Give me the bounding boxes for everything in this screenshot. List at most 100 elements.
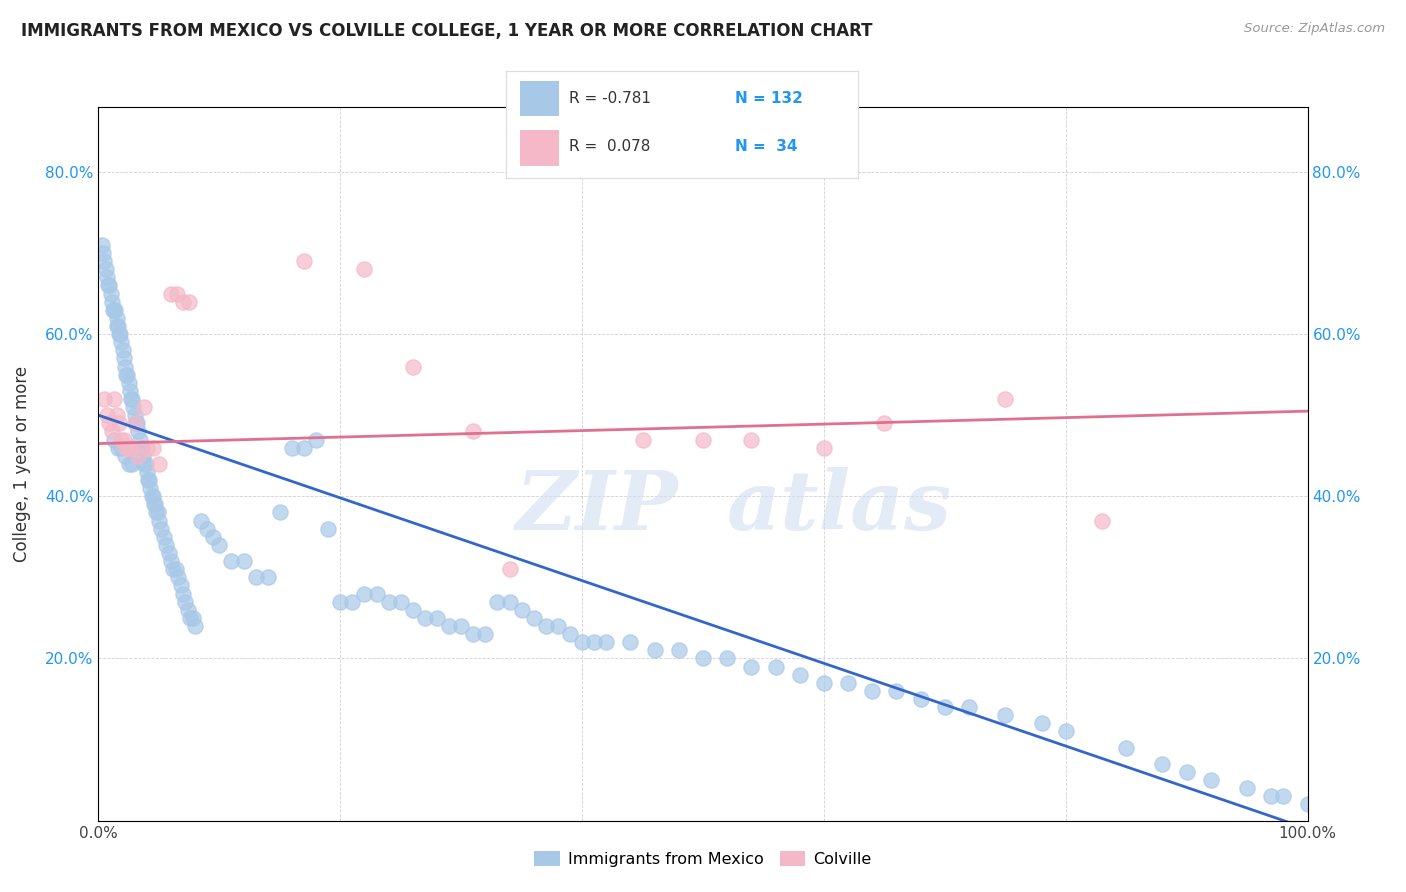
Point: [837, 675, 859, 690]
Point: [1031, 716, 1053, 731]
Point: [124, 408, 146, 422]
Point: [115, 368, 138, 382]
Point: [292, 441, 315, 455]
Point: [129, 441, 152, 455]
Text: ZIP: ZIP: [516, 467, 679, 547]
Point: [136, 473, 159, 487]
Text: R = -0.781: R = -0.781: [569, 91, 651, 106]
Point: [1091, 514, 1114, 528]
Text: Source: ZipAtlas.com: Source: ZipAtlas.com: [1244, 22, 1385, 36]
Point: [190, 514, 212, 528]
Point: [111, 343, 134, 358]
Point: [134, 457, 156, 471]
Point: [510, 603, 533, 617]
Point: [523, 611, 546, 625]
Point: [292, 254, 315, 268]
Point: [221, 554, 243, 568]
Point: [101, 302, 124, 317]
Point: [547, 619, 569, 633]
Point: [644, 643, 666, 657]
Text: IMMIGRANTS FROM MEXICO VS COLVILLE COLLEGE, 1 YEAR OR MORE CORRELATION CHART: IMMIGRANTS FROM MEXICO VS COLVILLE COLLE…: [21, 22, 873, 40]
Point: [174, 595, 197, 609]
Point: [765, 659, 787, 673]
Point: [353, 262, 375, 277]
Text: N = 132: N = 132: [734, 91, 803, 106]
Point: [122, 400, 145, 414]
Point: [121, 392, 143, 406]
Point: [110, 335, 132, 350]
Point: [281, 441, 304, 455]
Point: [103, 302, 125, 317]
Point: [121, 441, 143, 455]
Point: [305, 433, 328, 447]
Point: [195, 522, 218, 536]
Point: [155, 538, 177, 552]
Point: [172, 586, 194, 600]
Point: [135, 441, 157, 455]
Point: [668, 643, 690, 657]
Point: [1260, 789, 1282, 804]
Point: [157, 546, 180, 560]
Point: [184, 619, 207, 633]
Point: [132, 449, 155, 463]
Point: [172, 294, 194, 309]
Point: [366, 586, 388, 600]
Point: [108, 417, 131, 431]
Point: [145, 506, 167, 520]
Point: [100, 294, 122, 309]
Point: [134, 400, 156, 414]
Point: [100, 425, 122, 439]
Point: [150, 522, 173, 536]
Point: [120, 392, 142, 406]
Point: [160, 286, 183, 301]
Point: [91, 238, 114, 252]
Point: [127, 449, 149, 463]
Point: [498, 595, 520, 609]
Point: [463, 425, 485, 439]
Point: [177, 603, 200, 617]
Point: [595, 635, 617, 649]
Point: [1296, 797, 1319, 812]
Point: [127, 417, 149, 431]
Point: [716, 651, 738, 665]
Point: [463, 627, 485, 641]
Point: [558, 627, 581, 641]
Point: [1152, 756, 1174, 771]
Point: [105, 408, 128, 422]
Point: [148, 514, 170, 528]
Point: [179, 611, 201, 625]
Point: [245, 570, 267, 584]
Point: [994, 392, 1017, 406]
Point: [1115, 740, 1137, 755]
Point: [789, 667, 811, 681]
Point: [152, 530, 174, 544]
Point: [107, 441, 129, 455]
Point: [131, 441, 153, 455]
Point: [114, 449, 136, 463]
Point: [329, 595, 352, 609]
Point: [148, 457, 170, 471]
Point: [740, 659, 762, 673]
Point: [141, 489, 163, 503]
Point: [389, 595, 412, 609]
Point: [534, 619, 557, 633]
Point: [740, 433, 762, 447]
Point: [93, 254, 115, 268]
Point: [100, 286, 122, 301]
Point: [353, 586, 375, 600]
Point: [108, 327, 131, 342]
Point: [486, 595, 509, 609]
Point: [162, 562, 184, 576]
Point: [143, 497, 166, 511]
Point: [1054, 724, 1077, 739]
Point: [118, 457, 141, 471]
Point: [98, 278, 121, 293]
Point: [104, 302, 127, 317]
Point: [813, 441, 835, 455]
Point: [117, 368, 139, 382]
Point: [107, 318, 129, 333]
Point: [139, 481, 162, 495]
Point: [377, 595, 399, 609]
Point: [631, 433, 654, 447]
Point: [118, 441, 141, 455]
